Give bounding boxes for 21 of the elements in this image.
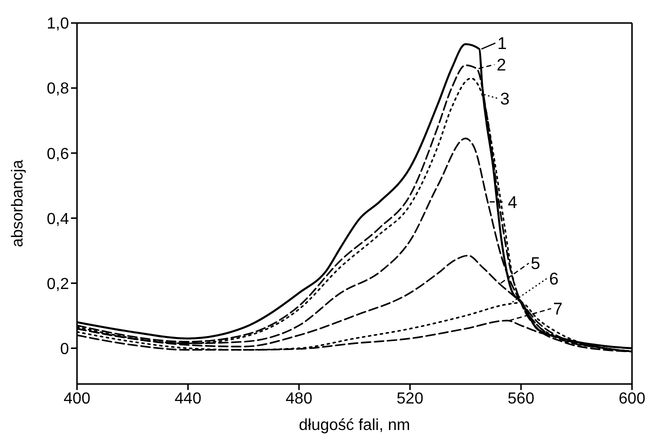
legend-label: 5 — [530, 254, 540, 274]
y-tick-label: 0,4 — [46, 210, 70, 228]
y-tick-label: 0,8 — [46, 80, 70, 98]
y-tick-label: 0,2 — [46, 276, 70, 293]
legend-label: 3 — [500, 90, 510, 109]
x-tick-label: 560 — [508, 390, 534, 408]
y-axis-title: absorbancja — [10, 160, 27, 248]
x-tick-label: 520 — [396, 390, 424, 408]
y-tick-label: 0,6 — [46, 146, 70, 163]
legend-label: 1 — [497, 34, 507, 54]
series-label: 6 — [549, 269, 559, 288]
legend-label: 4 — [508, 192, 518, 212]
x-tick-label: 480 — [286, 390, 312, 408]
x-tick-label: 440 — [174, 390, 202, 408]
y-tick-label: 0 — [60, 340, 70, 358]
legend-label: 7 — [553, 300, 563, 319]
y-tick-label: 1,0 — [46, 16, 70, 33]
x-tick-label: 600 — [618, 390, 646, 408]
legend-label: 2 — [496, 56, 506, 75]
x-axis-title: długość fali, nm — [298, 417, 410, 434]
x-tick-label: 400 — [64, 390, 90, 408]
